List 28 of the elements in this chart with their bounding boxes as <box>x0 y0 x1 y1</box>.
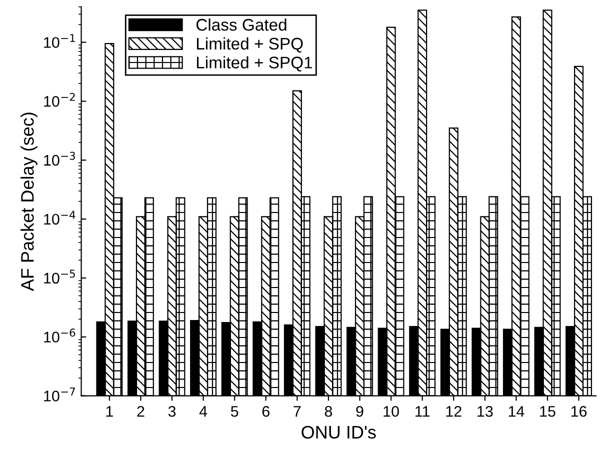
x-tick-label: 1 <box>106 406 113 417</box>
x-tick-label: 8 <box>324 406 332 417</box>
y-tick-label: 10$^{−4}$ <box>44 210 76 225</box>
x-tick-label: 5 <box>230 406 238 417</box>
legend-label: Limited + SPQ1 <box>197 56 312 72</box>
legend-label: Limited + SPQ <box>197 37 303 53</box>
y-tick-label: 10$^{−3}$ <box>44 152 75 166</box>
y-tick-label: 10$^{−1}$ <box>44 34 75 48</box>
x-tick-label: 4 <box>199 406 208 417</box>
x-tick-label: 9 <box>356 406 364 417</box>
y-tick-label: 10$^{−2}$ <box>44 92 75 107</box>
x-tick-label: 6 <box>262 406 270 417</box>
x-tick-label: 2 <box>137 406 144 417</box>
x-tick-label: 11 <box>416 406 430 417</box>
x-tick-label: 15 <box>540 406 556 417</box>
x-tick-label: 12 <box>446 406 462 417</box>
y-tick-label: 10$^{−7}$ <box>44 388 75 402</box>
x-tick-label: 16 <box>571 406 587 417</box>
y-tick-label: 10$^{−5}$ <box>44 270 75 284</box>
y-axis-title: AF Packet Delay (sec) <box>20 112 38 292</box>
x-tick-label: 10 <box>384 406 399 417</box>
x-axis-title: ONU ID's <box>302 426 376 439</box>
legend-label: Class Gated <box>196 18 286 31</box>
x-tick-label: 3 <box>168 406 176 417</box>
x-tick-label: 13 <box>478 406 493 417</box>
x-tick-label: 7 <box>294 406 301 417</box>
y-tick-label: 10$^{−6}$ <box>44 328 76 342</box>
x-tick-label: 14 <box>508 406 524 417</box>
